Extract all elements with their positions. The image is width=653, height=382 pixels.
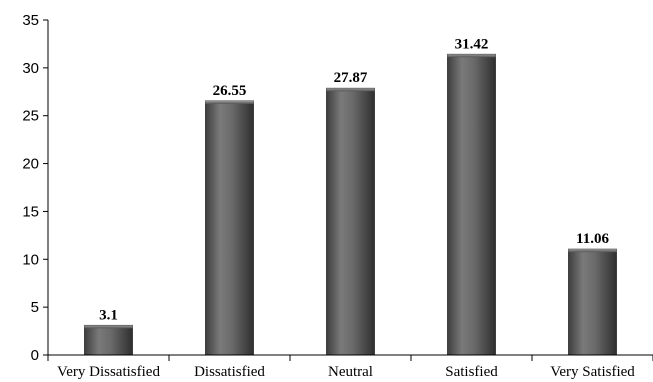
bar-very-satisfied: [568, 248, 617, 356]
y-tick-label: 35: [22, 12, 39, 29]
x-axis-ticks: Very Dissatisfied Dissatisfied Neutral Sati…: [47, 355, 653, 380]
bar-top-highlight: [447, 54, 496, 58]
x-tick-label: Neutral: [328, 364, 373, 380]
data-label: 31.42: [455, 36, 489, 52]
bar-top-highlight: [205, 100, 254, 104]
bar-very-dissatisfied: [84, 324, 133, 356]
y-tick-label: 10: [22, 251, 39, 268]
bar-neutral: [326, 87, 375, 356]
y-tick-label: 5: [31, 299, 39, 316]
data-label: 11.06: [576, 231, 609, 247]
y-tick-label: 30: [22, 60, 39, 77]
data-label: 26.55: [213, 83, 247, 99]
x-tick-label: Very Dissatisfied: [57, 364, 160, 380]
bar-satisfied: [447, 53, 496, 356]
y-tick-label: 25: [22, 108, 39, 125]
x-tick-label: Very Satisfied: [550, 364, 635, 380]
x-tick-label: Satisfied: [445, 364, 498, 380]
y-tick-label: 0: [31, 347, 39, 364]
y-axis-ticks: 0 5 10 15 20 25 30 35: [22, 12, 48, 364]
data-label: 27.87: [334, 70, 368, 86]
bar-top-highlight: [568, 249, 617, 253]
bars: [84, 53, 617, 356]
y-tick-label: 20: [22, 156, 39, 173]
x-tick-label: Dissatisfied: [194, 364, 265, 380]
y-tick-label: 15: [22, 203, 39, 220]
bar-top-highlight: [84, 325, 133, 329]
data-label: 3.1: [99, 307, 118, 323]
bar-top-highlight: [326, 88, 375, 92]
bar-dissatisfied: [205, 100, 254, 356]
data-labels: 3.1 26.55 27.87 31.42 11.06: [99, 36, 609, 323]
